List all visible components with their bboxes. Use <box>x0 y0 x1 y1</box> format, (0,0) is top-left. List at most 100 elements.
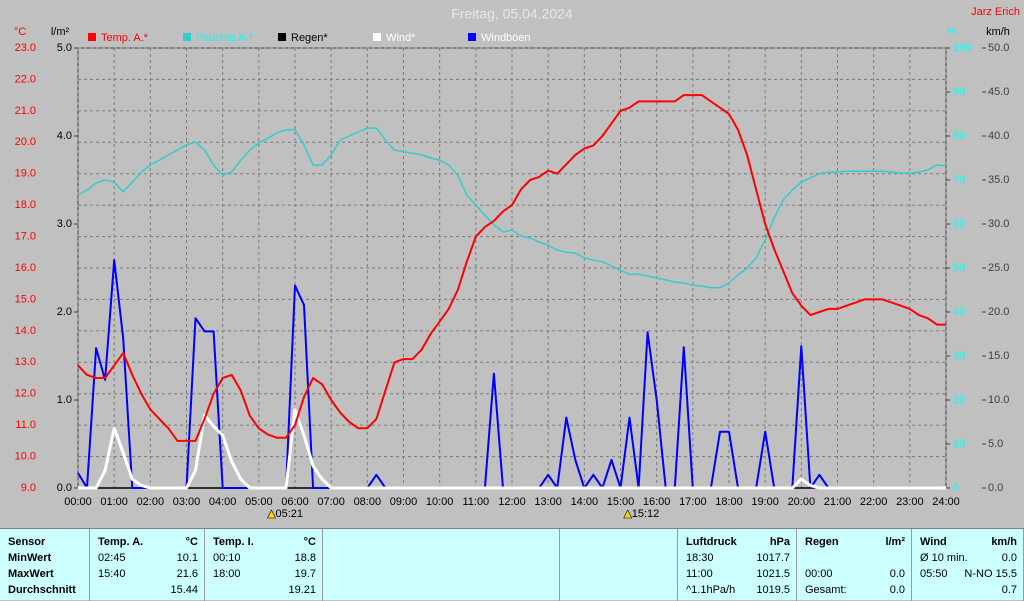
cell-value: 15.44 <box>170 584 198 596</box>
cell-value: N-NO 15.5 <box>964 568 1017 580</box>
x-tick-label: 09:00 <box>390 496 418 508</box>
legend-label: Windböen <box>481 32 531 44</box>
y2-tick-label: 40 <box>953 306 965 318</box>
row-label: MaxWert <box>8 568 54 580</box>
cell-value: 19.21 <box>288 584 316 596</box>
y2-tick-label: 60 <box>953 218 965 230</box>
x-tick-label: 23:00 <box>896 496 924 508</box>
cell-time: 05:50 <box>920 568 948 580</box>
y2-tick-label: 10 <box>953 438 965 450</box>
cell-time: 18:00 <box>213 568 241 580</box>
cell-time: Ø 10 min. <box>920 552 968 564</box>
legend-swatch <box>183 33 191 41</box>
y-tick-label: 13.0 <box>15 356 36 368</box>
table-column: Luftdruck hPa 18:30 1017.7 11:00 1021.5 ^1.1hP… <box>678 529 797 601</box>
empty-column <box>323 529 560 601</box>
cell-time: 00:00 <box>805 568 833 580</box>
x-tick-label: 00:00 <box>64 496 92 508</box>
y2-tick-label: 80 <box>953 130 965 142</box>
y-tick-label: 21.0 <box>15 105 36 117</box>
table-column: Temp. I. °C 00:10 18.8 18:00 19.7 19.21 <box>205 529 323 601</box>
column-header: Regen <box>805 536 839 548</box>
wind-tick-label: 10.0 <box>988 394 1009 406</box>
y-tick-label: 19.0 <box>15 168 36 180</box>
legend-label: Wind* <box>386 32 416 44</box>
cell-time: 11:00 <box>686 568 713 580</box>
cell-value: 18.8 <box>294 552 316 564</box>
y-tick-label: 20.0 <box>15 136 36 148</box>
y2-tick-label: 20 <box>953 394 965 406</box>
x-tick-label: 01:00 <box>100 496 128 508</box>
x-tick-label: 06:00 <box>281 496 309 508</box>
x-tick-label: 04:00 <box>209 496 237 508</box>
column-unit: hPa <box>769 536 790 548</box>
y2-tick-label: 0 <box>953 482 959 494</box>
y2-tick-label: 50 <box>953 262 965 274</box>
x-tick-label: 22:00 <box>860 496 888 508</box>
x-tick-label: 03:00 <box>173 496 201 508</box>
cell-time: Gesamt: <box>805 584 847 596</box>
legend-swatch <box>468 33 476 41</box>
rain-tick-label: 5.0 <box>57 42 72 54</box>
table-column: Regen l/m² 00:00 0.0 Gesamt: 0.0 <box>797 529 912 601</box>
y2-tick-label: 100 <box>953 42 971 54</box>
legend-swatch <box>88 33 96 41</box>
y-tick-label: 11.0 <box>15 419 36 431</box>
y-unit: °C <box>14 26 26 38</box>
wind-unit: km/h <box>986 26 1010 38</box>
x-tick-label: 24:00 <box>932 496 960 508</box>
table-column: Wind km/h Ø 10 min. 0.0 05:50 N-NO 15.5 0.7 <box>912 529 1024 601</box>
sun-icon <box>623 509 633 519</box>
stats-table: Sensor MinWert MaxWert Durchschnitt Temp. A.… <box>0 528 1024 601</box>
y-tick-label: 14.0 <box>15 325 36 337</box>
x-tick-label: 11:00 <box>462 496 489 508</box>
cell-time: ^1.1hPa/h <box>686 584 736 596</box>
y2-tick-label: 70 <box>953 174 965 186</box>
y-tick-label: 16.0 <box>15 262 36 274</box>
rain-tick-label: 2.0 <box>57 306 72 318</box>
legend-label: Regen* <box>291 32 328 44</box>
x-tick-label: 19:00 <box>751 496 779 508</box>
rain-unit: l/m² <box>51 26 70 38</box>
wind-tick-label: 0.0 <box>988 482 1003 494</box>
cell-time: 18:30 <box>686 552 714 564</box>
column-unit: l/m² <box>885 536 905 548</box>
wind-tick-label: 5.0 <box>988 438 1003 450</box>
series-line <box>77 127 947 289</box>
x-tick-label: 17:00 <box>679 496 707 508</box>
legend-label: Temp. A.* <box>101 32 149 44</box>
column-header: Sensor <box>8 536 46 548</box>
x-tick-label: 21:00 <box>824 496 852 508</box>
legend-swatch <box>278 33 286 41</box>
cell-value: 19.7 <box>294 568 316 580</box>
rain-tick-label: 4.0 <box>57 130 72 142</box>
row-label: MinWert <box>8 552 52 564</box>
wind-tick-label: 50.0 <box>988 42 1009 54</box>
y-tick-label: 18.0 <box>15 199 36 211</box>
column-header: Wind <box>920 536 947 548</box>
y-tick-label: 12.0 <box>15 388 36 400</box>
x-tick-label: 20:00 <box>788 496 816 508</box>
cell-value: 0.7 <box>1001 584 1017 596</box>
x-tick-label: 08:00 <box>354 496 382 508</box>
column-unit: °C <box>303 536 316 548</box>
y2-unit: % <box>947 26 957 38</box>
y-tick-label: 23.0 <box>15 42 36 54</box>
y-tick-label: 10.0 <box>15 450 36 462</box>
series-line <box>77 94 946 442</box>
cell-time: 00:10 <box>213 552 241 564</box>
cell-value: 1017.7 <box>756 552 790 564</box>
cell-value: 1019.5 <box>756 584 790 596</box>
column-header: Temp. I. <box>213 536 254 548</box>
table-column: Temp. A. °C 02:45 10.1 15:40 21.6 15.44 <box>90 529 205 601</box>
wind-tick-label: 40.0 <box>988 130 1009 142</box>
x-tick-label: 15:00 <box>607 496 635 508</box>
y-tick-label: 17.0 <box>15 230 36 242</box>
cell-value: 10.1 <box>176 552 198 564</box>
cell-value: 21.6 <box>176 568 198 580</box>
x-tick-label: 10:00 <box>426 496 454 508</box>
y2-tick-label: 30 <box>953 350 965 362</box>
y-tick-label: 15.0 <box>15 293 36 305</box>
series-line <box>78 408 946 490</box>
